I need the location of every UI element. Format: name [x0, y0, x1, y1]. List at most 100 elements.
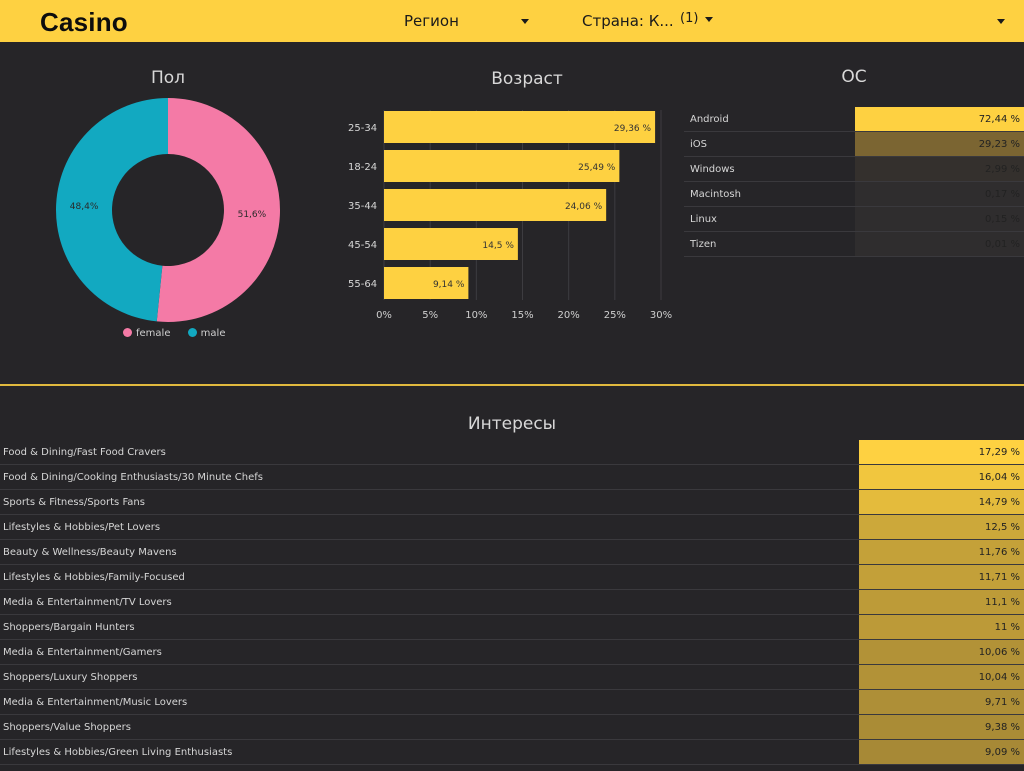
interest-row-label: Lifestyles & Hobbies/Green Living Enthus…	[3, 747, 233, 758]
interest-row-value: 10,06 %	[859, 640, 1024, 664]
os-row-value: 72,44 %	[855, 107, 1024, 131]
gender-donut-chart: 51,6% 48,4%	[55, 97, 281, 323]
os-row-label: Android	[690, 114, 729, 125]
interest-row: Food & Dining/Cooking Enthusiasts/30 Min…	[0, 465, 1024, 490]
os-row-label: Macintosh	[690, 189, 741, 200]
interest-row-label: Beauty & Wellness/Beauty Mavens	[3, 547, 177, 558]
donut-slice-female	[156, 98, 281, 322]
interest-row: Media & Entertainment/Music Lovers 9,71 %	[0, 690, 1024, 715]
age-bar-25-34	[384, 111, 656, 143]
os-row: iOS 29,23 %	[684, 132, 1024, 157]
os-row-label: iOS	[690, 139, 707, 150]
interests-table-title: Интересы	[467, 414, 557, 434]
interest-row: Lifestyles & Hobbies/Family-Focused 11,71…	[0, 565, 1024, 590]
interest-row-value: 11,1 %	[859, 590, 1024, 614]
interest-row-value: 9,71 %	[859, 690, 1024, 714]
gender-donut-svg: 51,6% 48,4%	[56, 98, 281, 322]
age-value-label: 9,14 %	[433, 280, 465, 290]
interest-row-label: Food & Dining/Cooking Enthusiasts/30 Min…	[3, 472, 263, 483]
age-x-tick-label: 10%	[465, 310, 487, 321]
age-bar-55-64	[384, 267, 469, 299]
interest-row-value: 17,29 %	[859, 440, 1024, 464]
country-filter-count: (1)	[680, 11, 699, 26]
age-category-label: 55-64	[348, 279, 377, 290]
legend-dot-female	[123, 328, 132, 337]
age-x-tick-label: 0%	[376, 310, 392, 321]
interest-row-value: 11 %	[859, 615, 1024, 639]
top-filter-bar: Casino Регион Страна: К... (1)	[0, 0, 1024, 42]
os-row-label: Tizen	[690, 239, 717, 250]
chevron-down-icon	[705, 17, 713, 22]
interest-row-label: Food & Dining/Fast Food Cravers	[3, 447, 166, 458]
os-row: Tizen 0,01 %	[684, 232, 1024, 257]
age-x-tick-label: 15%	[511, 310, 533, 321]
os-row-value: 0,15 %	[855, 207, 1024, 231]
interest-row-label: Media & Entertainment/Music Lovers	[3, 697, 188, 708]
interest-row: Sports & Fitness/Sports Fans 14,79 %	[0, 490, 1024, 515]
age-value-label: 24,06 %	[565, 202, 603, 212]
age-category-label: 45-54	[348, 240, 377, 251]
os-row: Macintosh 0,17 %	[684, 182, 1024, 207]
os-row-value: 0,01 %	[855, 232, 1024, 256]
os-row: Android 72,44 %	[684, 107, 1024, 132]
chevron-down-icon	[521, 19, 529, 24]
interest-row: Lifestyles & Hobbies/Pet Lovers 12,5 %	[0, 515, 1024, 540]
gender-chart-title: Пол	[150, 68, 186, 88]
interest-row-label: Sports & Fitness/Sports Fans	[3, 497, 145, 508]
legend-item-male: male	[187, 328, 226, 339]
os-row-label: Linux	[690, 214, 717, 225]
interest-row-value: 9,38 %	[859, 715, 1024, 739]
os-table-title: ОС	[841, 67, 867, 87]
interest-row-value: 9,09 %	[859, 740, 1024, 764]
interests-table: Food & Dining/Fast Food Cravers 17,29 % Fo…	[0, 440, 1024, 765]
donut-slice-male	[56, 98, 168, 322]
interest-row-label: Shoppers/Bargain Hunters	[3, 622, 135, 633]
legend-dot-male	[187, 328, 197, 337]
interest-row-value: 10,04 %	[859, 665, 1024, 689]
age-category-label: 35-44	[348, 201, 377, 212]
chevron-down-icon	[997, 19, 1005, 24]
os-row-label: Windows	[690, 164, 735, 175]
os-row-value: 2,99 %	[855, 157, 1024, 181]
interest-row-value: 11,76 %	[859, 540, 1024, 564]
os-table: Android 72,44 % iOS 29,23 % Windows 2,99 % Mac…	[684, 107, 1024, 257]
age-value-label: 29,36 %	[614, 124, 652, 134]
section-divider	[0, 384, 1024, 386]
gender-legend: female male	[123, 328, 225, 339]
country-filter-label: Страна: К...	[582, 12, 674, 30]
donut-label-male: 48,4%	[70, 202, 99, 212]
interest-row-label: Shoppers/Luxury Shoppers	[3, 672, 138, 683]
donut-label-female: 51,6%	[238, 210, 267, 220]
age-x-tick-label: 20%	[558, 310, 580, 321]
interest-row-label: Media & Entertainment/TV Lovers	[3, 597, 172, 608]
region-filter-label: Регион	[404, 12, 459, 30]
interest-row: Media & Entertainment/Gamers 10,06 %	[0, 640, 1024, 665]
age-value-label: 25,49 %	[578, 163, 616, 173]
brand-title: Casino	[40, 7, 128, 37]
interest-row: Shoppers/Luxury Shoppers 10,04 %	[0, 665, 1024, 690]
interest-row-value: 14,79 %	[859, 490, 1024, 514]
os-row: Linux 0,15 %	[684, 207, 1024, 232]
country-filter-dropdown[interactable]: Страна: К... (1)	[576, 0, 1016, 42]
age-chart-title: Возраст	[491, 69, 563, 89]
os-row-value: 0,17 %	[855, 182, 1024, 206]
age-category-label: 18-24	[348, 162, 377, 173]
interest-row: Media & Entertainment/TV Lovers 11,1 %	[0, 590, 1024, 615]
age-bar-chart: 0% 5% 10% 15% 20% 25% 30% 25-34 29,36 % 18-24 25,4…	[348, 110, 672, 321]
os-row-value: 29,23 %	[855, 132, 1024, 156]
age-x-tick-label: 5%	[422, 310, 438, 321]
age-x-tick-label: 25%	[604, 310, 626, 321]
legend-item-female: female	[123, 328, 174, 339]
interest-row: Food & Dining/Fast Food Cravers 17,29 %	[0, 440, 1024, 465]
age-bar-18-24	[384, 150, 620, 182]
age-category-label: 25-34	[348, 123, 377, 134]
interest-row: Lifestyles & Hobbies/Green Living Enthus…	[0, 740, 1024, 765]
age-bar-35-44	[384, 189, 607, 221]
region-filter-dropdown[interactable]: Регион	[396, 0, 536, 42]
interest-row: Shoppers/Value Shoppers 9,38 %	[0, 715, 1024, 740]
legend-label-male: male	[200, 328, 226, 339]
os-row: Windows 2,99 %	[684, 157, 1024, 182]
interest-row: Shoppers/Bargain Hunters 11 %	[0, 615, 1024, 640]
interest-row-value: 16,04 %	[859, 465, 1024, 489]
interest-row-label: Lifestyles & Hobbies/Pet Lovers	[3, 522, 161, 533]
